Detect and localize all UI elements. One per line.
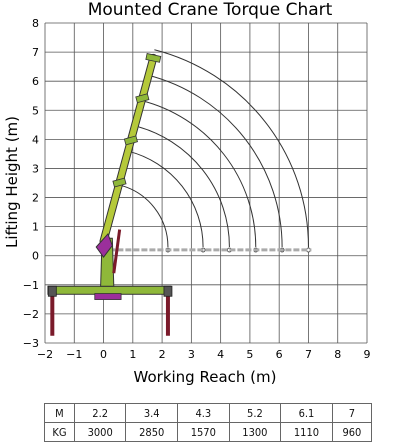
y-axis-label: Lifting Height (m): [3, 116, 21, 248]
outrigger-box: [47, 285, 57, 297]
table-cell: 5.2: [228, 403, 282, 423]
table-row-weight: KG 3000 2850 1570 1300 1110 960: [44, 422, 373, 442]
x-tick-label: 5: [246, 348, 253, 361]
x-tick-label: 6: [276, 348, 283, 361]
x-axis-label: Working Reach (m): [134, 368, 277, 386]
table-cell: 7: [331, 403, 373, 423]
reach-arc: [141, 99, 257, 248]
table-cell: 4.3: [177, 403, 230, 423]
slewing-base: [94, 293, 122, 300]
table-cell: 6.1: [280, 403, 333, 423]
crane-drawing: [47, 53, 173, 336]
x-tick-label: 4: [217, 348, 224, 361]
table-row-label: KG: [44, 422, 75, 442]
boom: [100, 54, 157, 245]
boom-joint: [123, 135, 138, 146]
load-table: M 2.2 3.4 4.3 5.2 6.1 7 KG 3000 2850 157…: [44, 403, 373, 442]
y-tick-label: 4: [32, 133, 39, 146]
y-tick-label: −1: [23, 279, 39, 292]
x-tick-label: 9: [364, 348, 371, 361]
y-tick-label: 1: [32, 221, 39, 234]
table-cell: 1110: [280, 422, 333, 442]
reach-arc: [134, 125, 230, 248]
x-tick-label: 3: [188, 348, 195, 361]
reach-arc: [128, 150, 204, 248]
x-tick-label: 8: [334, 348, 341, 361]
table-cell: 960: [331, 422, 373, 442]
x-tick-label: −2: [37, 348, 53, 361]
table-cell: 2.2: [73, 403, 127, 423]
table-row-length: M 2.2 3.4 4.3 5.2 6.1 7: [44, 403, 373, 423]
y-tick-label: 2: [32, 192, 39, 205]
table-cell: 1570: [177, 422, 230, 442]
y-tick-label: 5: [32, 104, 39, 117]
table-row-label: M: [44, 403, 75, 423]
table-cell: 2850: [125, 422, 179, 442]
y-tick-label: −2: [23, 308, 39, 321]
x-tick-label: 1: [129, 348, 136, 361]
grid-lines: [44, 22, 368, 344]
lift-cylinder: [112, 229, 122, 274]
reach-arc: [119, 184, 169, 248]
reach-arc: [154, 49, 309, 248]
table-cell: 3.4: [125, 403, 179, 423]
crane-chart: Mounted Crane Torque Chart −2 −1 0 1 2 3 4 5 6 7 8…: [3, 0, 371, 386]
y-tick-label: 8: [32, 17, 39, 30]
y-tick-label: 7: [32, 46, 39, 59]
chart-title: Mounted Crane Torque Chart: [88, 0, 333, 20]
base-beam: [47, 285, 172, 295]
boom-pivot: [95, 232, 113, 259]
x-tick-label: 0: [100, 348, 107, 361]
reach-arc: [147, 74, 283, 248]
table-cell: 3000: [73, 422, 127, 442]
reach-arcs: [109, 49, 312, 253]
x-tick-label: −1: [66, 348, 82, 361]
table-cell: 1300: [228, 422, 282, 442]
boom-tip: [145, 53, 162, 63]
x-tick-label: 7: [305, 348, 312, 361]
y-tick-label: 3: [32, 162, 39, 175]
y-tick-label: −3: [23, 337, 39, 350]
outrigger-box: [163, 285, 173, 297]
boom-joint: [135, 93, 150, 104]
x-tick-label: 2: [159, 348, 166, 361]
y-tick-label: 6: [32, 75, 39, 88]
y-tick-label: 0: [32, 250, 39, 263]
boom-joint: [112, 177, 127, 188]
